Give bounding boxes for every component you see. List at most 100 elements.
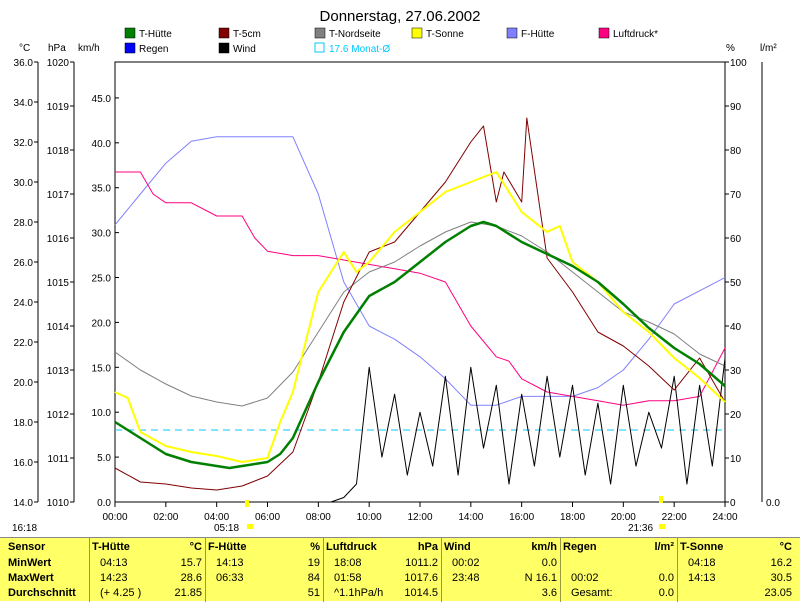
legend: T-Hütte T-5cm T-Nordseite T-Sonne F-Hütte Luf… <box>124 27 658 55</box>
legend-swatch <box>124 27 136 39</box>
legend-swatch <box>411 27 423 39</box>
legend-label: T-Nordseite <box>329 29 381 40</box>
stats-time: 14:13 <box>216 557 244 569</box>
legend-label: Luftdruck* <box>613 29 658 40</box>
unit-rain: l/m² <box>760 43 777 54</box>
percent-tick-label: 100 <box>730 58 747 69</box>
stats-value: 23.05 <box>764 587 792 599</box>
stats-group-name: F-Hütte <box>208 541 247 553</box>
temp-tick-label: 24.0 <box>14 298 34 309</box>
wind-tick-label: 20.0 <box>92 318 112 329</box>
stats-value: 1017.6 <box>404 572 438 584</box>
wind-tick-label: 35.0 <box>92 184 112 195</box>
stats-time: 04:18 <box>688 557 716 569</box>
x-tick-label: 14:00 <box>458 512 483 523</box>
temp-tick-label: 22.0 <box>14 338 34 349</box>
legend-swatch <box>218 42 230 54</box>
legend-swatch <box>314 27 326 39</box>
series-t-sonne <box>114 171 726 463</box>
stats-time: 01:58 <box>334 572 362 584</box>
wind-tick-label: 30.0 <box>92 229 112 240</box>
stats-value: 28.6 <box>180 572 202 584</box>
series-layer <box>114 117 726 503</box>
stats-group-unit: hPa <box>417 541 438 553</box>
unit-wind: km/h <box>78 43 100 54</box>
stats-group-unit: l/m² <box>654 541 674 553</box>
stats-row-label: MinWert <box>8 557 52 569</box>
series-t-h-tte <box>114 220 726 470</box>
percent-tick-label: 30 <box>730 366 742 377</box>
percent-tick-label: 40 <box>730 322 742 333</box>
pressure-tick-label: 1012 <box>47 410 70 421</box>
pressure-tick-label: 1010 <box>47 498 70 509</box>
stats-separator <box>560 538 561 602</box>
percent-tick-label: 80 <box>730 146 742 157</box>
stats-group-name: Regen <box>563 541 597 553</box>
percent-tick-label: 60 <box>730 234 742 245</box>
stats-group-unit: °C <box>779 541 792 553</box>
chart-title: Donnerstag, 27.06.2002 <box>320 8 481 25</box>
temp-tick-label: 34.0 <box>14 98 34 109</box>
stats-group-name: Luftdruck <box>326 541 377 553</box>
series-t-5cm <box>114 117 726 491</box>
stats-group-name: T-Hütte <box>92 541 130 553</box>
sunrise-marker <box>245 500 249 507</box>
sunset-label: 21:36 <box>628 523 653 534</box>
pressure-tick-label: 1020 <box>47 58 70 69</box>
percent-tick-label: 20 <box>730 410 742 421</box>
sunrise-label: 05:18 <box>214 523 239 534</box>
stats-group-unit: % <box>310 541 320 553</box>
stats-time: (+ 4.25 ) <box>100 587 142 599</box>
stats-separator <box>677 538 678 602</box>
stats-time: Gesamt: <box>571 587 613 599</box>
temp-tick-label: 20.0 <box>14 378 34 389</box>
stats-value: 1011.2 <box>405 557 438 569</box>
stats-time: ^1.1hPa/h <box>334 587 384 599</box>
wind-tick-label: 40.0 <box>92 139 112 150</box>
wind-tick-label: 15.0 <box>92 363 112 374</box>
unit-temp: °C <box>19 43 30 54</box>
legend-label: Regen <box>139 44 168 55</box>
x-tick-label: 00:00 <box>102 512 127 523</box>
temp-tick-label: 26.0 <box>14 258 34 269</box>
stats-value: 30.5 <box>770 572 792 584</box>
x-tick-label: 12:00 <box>407 512 432 523</box>
unit-percent: % <box>726 43 735 54</box>
stats-row-label: MaxWert <box>8 572 54 584</box>
wind-tick-label: 25.0 <box>92 274 112 285</box>
stats-value: 0.0 <box>658 587 674 599</box>
x-tick-label: 10:00 <box>357 512 382 523</box>
legend-swatch <box>124 42 136 54</box>
stats-time: 04:13 <box>100 557 128 569</box>
stats-value: 16.2 <box>770 557 792 569</box>
pressure-tick-label: 1013 <box>47 366 70 377</box>
stats-time: 00:02 <box>571 572 599 584</box>
unit-pressure: hPa <box>48 43 66 54</box>
stats-time: 14:13 <box>688 572 716 584</box>
stats-group-unit: km/h <box>531 541 557 553</box>
stats-separator <box>441 538 442 602</box>
temp-tick-label: 36.0 <box>14 58 34 69</box>
legend-label: Wind <box>233 44 256 55</box>
stats-value: 3.6 <box>541 587 557 599</box>
stats-value: 0.0 <box>658 572 674 584</box>
axes: 14.0 16.0 18.0 20.0 22.0 24.0 26.0 28.0 30.0 32.0… <box>14 58 763 523</box>
x-tick-label: 22:00 <box>662 512 687 523</box>
legend-label: 17.6 Monat-Ø <box>329 44 390 55</box>
timestamp-label: 16:18 <box>12 523 37 534</box>
stats-time: 00:02 <box>452 557 480 569</box>
stats-group-name: Wind <box>444 541 471 553</box>
rain-total-axis-label: 0.0 <box>766 498 780 509</box>
temp-tick-label: 32.0 <box>14 138 34 149</box>
stats-group-unit: °C <box>189 541 202 553</box>
stats-value: 84 <box>307 572 320 584</box>
temp-tick-label: 14.0 <box>14 498 34 509</box>
x-tick-label: 24:00 <box>712 512 737 523</box>
stats-value: 0.0 <box>541 557 557 569</box>
stats-value: 15.7 <box>180 557 202 569</box>
statistics-panel: Sensor MinWert MaxWert Durchschnitt T-Hütte °… <box>0 537 800 602</box>
weather-chart: Donnerstag, 27.06.2002 °C hPa km/h % l/m… <box>12 8 780 534</box>
legend-label: F-Hütte <box>521 29 555 40</box>
pressure-tick-label: 1015 <box>47 278 70 289</box>
wind-tick-label: 5.0 <box>97 453 111 464</box>
